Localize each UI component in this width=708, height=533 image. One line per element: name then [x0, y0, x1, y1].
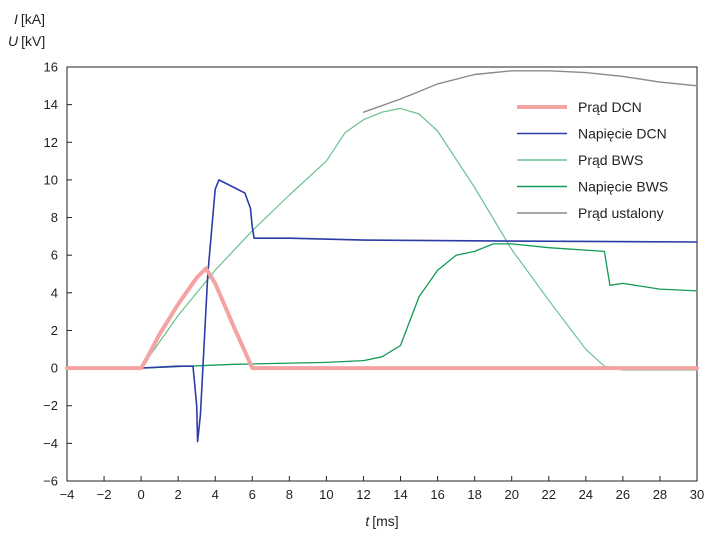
y-tick-label: 10	[44, 172, 58, 187]
y-axis-title-line-2: U [kV]	[8, 33, 45, 49]
x-tick-label: 12	[356, 487, 370, 502]
y-tick-label: −4	[43, 436, 58, 451]
x-tick-label: 6	[249, 487, 256, 502]
x-tick-label: 22	[542, 487, 556, 502]
y-tick-label: 0	[51, 361, 58, 376]
y-tick-label: 14	[44, 97, 58, 112]
x-axis-title: t [ms]	[365, 513, 398, 529]
y-axis-var-1: I	[14, 11, 18, 27]
x-tick-label: 20	[504, 487, 518, 502]
y-tick-label: 4	[51, 285, 58, 300]
y-tick-label: 2	[51, 323, 58, 338]
x-tick-label: 28	[653, 487, 667, 502]
y-tick-label: 8	[51, 210, 58, 225]
x-axis-var: t	[365, 513, 370, 529]
legend-label-3: Prąd BWS	[578, 152, 643, 168]
y-axis-unit-1: [kA]	[21, 11, 45, 27]
x-tick-label: −2	[97, 487, 112, 502]
series-layer	[65, 70, 699, 443]
series-line-1	[65, 266, 699, 371]
legend-label-1: Prąd DCN	[578, 99, 642, 115]
x-axis-unit: [ms]	[372, 513, 398, 529]
x-tick-label: 18	[467, 487, 481, 502]
x-tick-label: 16	[430, 487, 444, 502]
x-tick-label: 24	[579, 487, 593, 502]
y-tick-label: −2	[43, 398, 58, 413]
y-axis-ticks: −6 −4 −2 0 2 4 6 8 10 12 14 16	[43, 60, 72, 489]
x-tick-label: 30	[690, 487, 704, 502]
x-tick-label: 0	[138, 487, 145, 502]
x-tick-label: 14	[393, 487, 407, 502]
x-tick-label: 26	[616, 487, 630, 502]
x-tick-label: 8	[286, 487, 293, 502]
plot-area-frame	[66, 66, 698, 482]
series-line-4	[66, 243, 698, 369]
y-axis-title: I [kA] U [kV]	[8, 11, 45, 49]
x-axis-ticks: −4 −2 0 2 4 6 8 10 12 14 16 18 20 22 24 26 28 30	[60, 476, 704, 502]
y-tick-label: 16	[44, 60, 58, 75]
y-tick-label: 6	[51, 248, 58, 263]
y-axis-title-line-1: I [kA]	[14, 11, 45, 27]
x-tick-label: 4	[212, 487, 219, 502]
series-line-3	[66, 107, 698, 371]
y-tick-label: 12	[44, 135, 58, 150]
legend-label-4: Napięcie BWS	[578, 179, 668, 195]
legend-label-2: Napięcie DCN	[578, 126, 667, 142]
legend: Prąd DCN Napięcie DCN Prąd BWS Napięcie BWS…	[517, 99, 668, 221]
x-tick-label: −4	[60, 487, 75, 502]
series-line-5	[362, 70, 698, 113]
x-tick-label: 10	[319, 487, 333, 502]
y-tick-label: −6	[43, 474, 58, 489]
y-axis-var-2: U	[8, 33, 19, 49]
x-tick-label: 2	[175, 487, 182, 502]
series-line-2	[66, 179, 698, 443]
y-axis-unit-2: [kV]	[21, 33, 45, 49]
legend-label-5: Prąd ustalony	[578, 205, 664, 221]
